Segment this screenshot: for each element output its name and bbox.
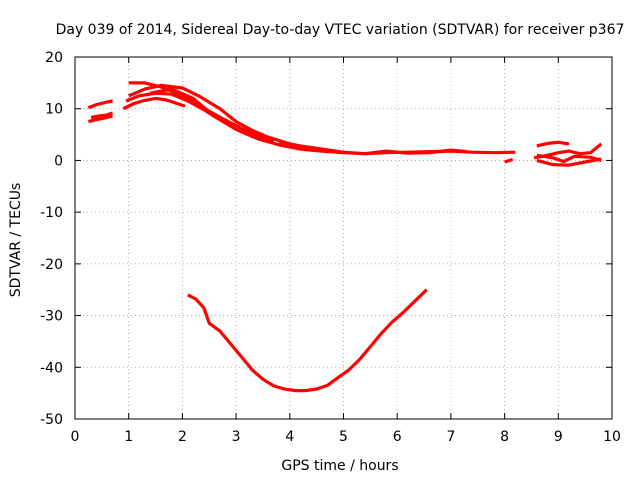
y-tick-label: -20 bbox=[40, 257, 63, 273]
axis-ticks bbox=[74, 56, 613, 420]
x-tick-label: 7 bbox=[446, 429, 455, 445]
y-tick-label: 10 bbox=[45, 102, 63, 118]
series-arc-7 bbox=[128, 83, 307, 150]
series-arc-14 bbox=[536, 153, 602, 164]
x-tick-label: 0 bbox=[71, 429, 80, 445]
y-tick-labels: 20 10 0 -10 -20 -30 -40 -50 bbox=[40, 50, 63, 428]
series-arc-10 bbox=[504, 157, 514, 164]
x-tick-label: 4 bbox=[285, 429, 294, 445]
series-arc-11 bbox=[536, 140, 570, 148]
x-tick-label: 8 bbox=[500, 429, 509, 445]
x-tick-label: 6 bbox=[393, 429, 402, 445]
y-tick-label: -40 bbox=[40, 360, 63, 376]
y-tick-label: 20 bbox=[45, 50, 63, 66]
series-arc-9 bbox=[278, 140, 468, 156]
series-arc-12 bbox=[533, 142, 603, 160]
series-arc-2 bbox=[88, 114, 113, 124]
x-tick-label: 10 bbox=[603, 429, 621, 445]
x-tick-label: 9 bbox=[554, 429, 563, 445]
y-axis-label: SDTVAR / TECUs bbox=[8, 183, 24, 298]
series-arc-1 bbox=[87, 99, 113, 110]
grid bbox=[75, 57, 612, 419]
series-arc-15 bbox=[187, 288, 428, 393]
x-tick-label: 2 bbox=[178, 429, 187, 445]
y-tick-label: -30 bbox=[40, 309, 63, 325]
x-tick-label: 1 bbox=[124, 429, 133, 445]
chart-title: Day 039 of 2014, Sidereal Day-to-day VTE… bbox=[56, 22, 625, 38]
series-arc-4 bbox=[122, 96, 186, 111]
series-arc-3 bbox=[90, 111, 114, 120]
x-tick-labels: 0 1 2 3 4 5 6 7 8 9 10 bbox=[71, 429, 621, 445]
series-arc-13 bbox=[536, 157, 602, 167]
series-layer bbox=[87, 81, 603, 393]
x-tick-label: 5 bbox=[339, 429, 348, 445]
x-tick-label: 3 bbox=[232, 429, 241, 445]
y-tick-label: -50 bbox=[40, 412, 63, 428]
y-tick-label: -10 bbox=[40, 205, 63, 221]
y-tick-label: 0 bbox=[54, 153, 63, 169]
x-axis-label: GPS time / hours bbox=[281, 458, 398, 474]
